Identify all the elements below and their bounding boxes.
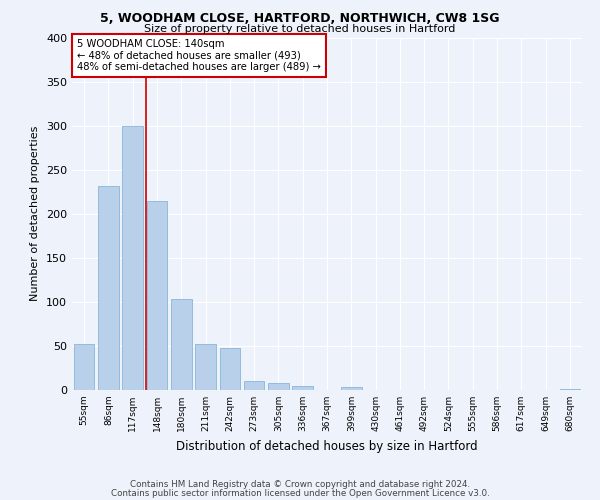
Text: Size of property relative to detached houses in Hartford: Size of property relative to detached ho… <box>145 24 455 34</box>
Bar <box>268 383 289 390</box>
X-axis label: Distribution of detached houses by size in Hartford: Distribution of detached houses by size … <box>176 440 478 452</box>
Bar <box>98 186 119 390</box>
Bar <box>560 389 580 390</box>
Bar <box>341 388 362 390</box>
Text: Contains HM Land Registry data © Crown copyright and database right 2024.: Contains HM Land Registry data © Crown c… <box>130 480 470 489</box>
Y-axis label: Number of detached properties: Number of detached properties <box>31 126 40 302</box>
Text: 5, WOODHAM CLOSE, HARTFORD, NORTHWICH, CW8 1SG: 5, WOODHAM CLOSE, HARTFORD, NORTHWICH, C… <box>100 12 500 26</box>
Bar <box>244 381 265 390</box>
Bar <box>292 386 313 390</box>
Bar <box>146 200 167 390</box>
Bar <box>220 348 240 390</box>
Bar <box>171 299 191 390</box>
Bar <box>74 344 94 390</box>
Bar <box>122 126 143 390</box>
Bar <box>195 344 216 390</box>
Text: Contains public sector information licensed under the Open Government Licence v3: Contains public sector information licen… <box>110 488 490 498</box>
Text: 5 WOODHAM CLOSE: 140sqm
← 48% of detached houses are smaller (493)
48% of semi-d: 5 WOODHAM CLOSE: 140sqm ← 48% of detache… <box>77 40 321 72</box>
